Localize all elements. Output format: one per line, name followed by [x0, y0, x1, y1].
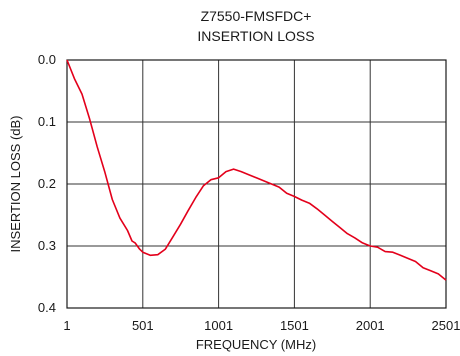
chart-subtitle: INSERTION LOSS — [197, 28, 314, 44]
plot-area-frame — [66, 59, 447, 309]
chart-title: Z7550-FMSFDC+ — [201, 8, 312, 24]
x-tick-label: 2001 — [356, 318, 385, 333]
y-tick-labels: 0.0 0.1 0.2 0.3 0.4 — [38, 52, 56, 315]
y-tick-label: 0.0 — [38, 52, 56, 67]
y-axis-label: INSERTION LOSS (dB) — [8, 115, 23, 252]
y-tick-label: 0.4 — [38, 300, 56, 315]
y-tick-label: 0.2 — [38, 176, 56, 191]
x-tick-label: 1 — [63, 318, 70, 333]
x-axis-label: FREQUENCY (MHz) — [196, 337, 316, 352]
x-tick-label: 1501 — [280, 318, 309, 333]
grid-lines — [66, 59, 447, 309]
y-tick-label: 0.1 — [38, 114, 56, 129]
x-tick-label: 501 — [132, 318, 154, 333]
x-tick-labels: 1 501 1001 1501 2001 2501 — [63, 318, 460, 333]
x-tick-label: 2501 — [432, 318, 460, 333]
x-tick-label: 1001 — [204, 318, 233, 333]
series-layer — [66, 59, 447, 281]
y-tick-label: 0.3 — [38, 238, 56, 253]
series-line-insertion-loss — [66, 59, 447, 281]
